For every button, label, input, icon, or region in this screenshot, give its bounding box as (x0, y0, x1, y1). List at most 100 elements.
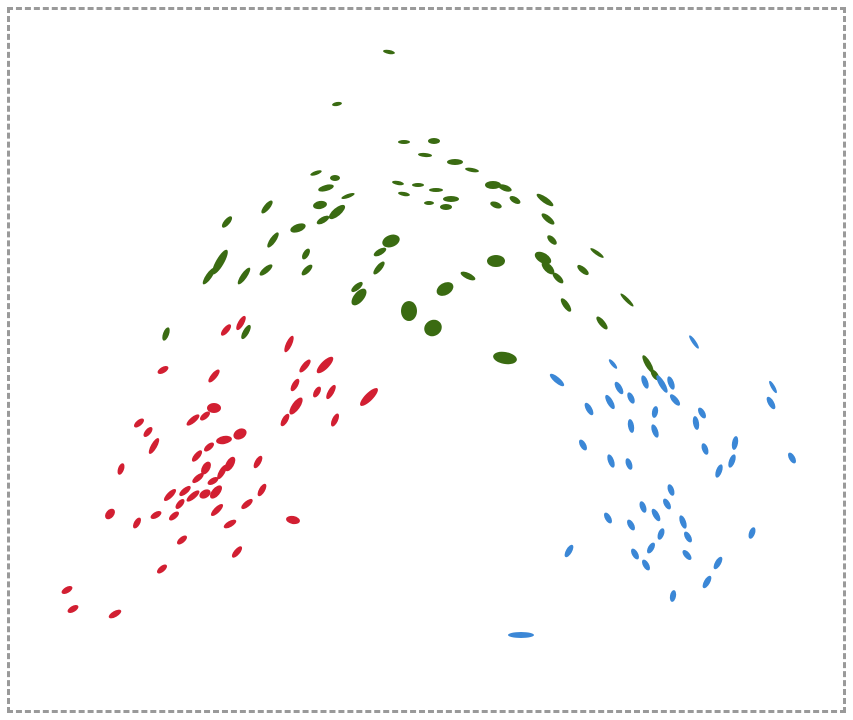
blue-ellipse (657, 528, 665, 540)
blue-ellipse (713, 556, 723, 570)
green-ellipse (162, 327, 170, 341)
blue-ellipse (715, 464, 723, 478)
red-ellipse (217, 464, 227, 480)
red-ellipse (204, 442, 214, 452)
red-ellipse (280, 413, 290, 427)
red-ellipse (133, 517, 141, 529)
red-ellipse (199, 489, 211, 499)
green-ellipse (596, 316, 608, 330)
green-ellipse (259, 264, 273, 276)
blue-ellipse (508, 632, 534, 638)
red-ellipse (150, 511, 162, 519)
red-ellipse (207, 403, 221, 413)
green-ellipse (541, 213, 555, 225)
red-ellipse (257, 483, 267, 497)
red-ellipse (289, 397, 303, 415)
blue-ellipse (608, 359, 618, 369)
red-ellipse (208, 369, 220, 383)
blue-ellipse (639, 501, 647, 513)
blue-ellipse (766, 396, 776, 410)
red-ellipse (231, 546, 243, 558)
blue-ellipse (689, 335, 699, 349)
blue-ellipse (625, 458, 633, 470)
blue-ellipse (667, 376, 675, 390)
red-ellipse (299, 359, 311, 373)
green-ellipse (310, 170, 322, 176)
blue-ellipse (669, 590, 677, 602)
green-ellipse (237, 267, 251, 285)
green-ellipse (560, 298, 572, 312)
green-ellipse (341, 192, 355, 200)
green-ellipse (509, 196, 521, 204)
blue-ellipse (656, 375, 668, 393)
blue-ellipse (642, 559, 650, 571)
green-ellipse (316, 215, 330, 225)
blue-ellipse (564, 544, 574, 558)
red-ellipse (220, 324, 232, 336)
green-ellipse (221, 216, 233, 228)
green-ellipse (382, 234, 400, 248)
red-ellipse (200, 411, 210, 421)
red-ellipse (177, 535, 187, 545)
red-ellipse (253, 455, 263, 469)
green-ellipse (301, 264, 313, 276)
blue-ellipse (748, 527, 756, 539)
green-ellipse (577, 264, 589, 276)
blue-ellipse (651, 406, 659, 418)
red-ellipse (157, 564, 167, 574)
blue-ellipse (627, 392, 635, 404)
green-ellipse (351, 281, 363, 293)
blue-ellipse (651, 424, 659, 438)
red-ellipse (169, 511, 179, 521)
green-ellipse (202, 267, 216, 285)
red-ellipse (316, 356, 334, 374)
blue-ellipse (604, 512, 612, 524)
red-ellipse (61, 586, 73, 594)
red-ellipse (192, 472, 204, 484)
blue-ellipse (682, 550, 692, 560)
green-ellipse (290, 223, 306, 233)
green-ellipse (302, 248, 310, 260)
blue-ellipse (641, 375, 649, 389)
red-ellipse (224, 456, 236, 472)
blue-ellipse (728, 454, 736, 468)
blue-ellipse (605, 394, 615, 410)
red-ellipse (223, 519, 237, 529)
green-ellipse (428, 138, 440, 144)
green-ellipse (541, 261, 555, 275)
blue-cluster (508, 335, 796, 638)
red-ellipse (330, 413, 340, 427)
green-ellipse (552, 272, 564, 284)
green-ellipse (460, 271, 476, 281)
red-ellipse (191, 450, 203, 462)
green-ellipse (418, 152, 432, 158)
blue-ellipse (702, 575, 712, 589)
red-ellipse (233, 428, 247, 440)
green-ellipse (328, 204, 346, 220)
green-cluster (162, 49, 660, 381)
green-ellipse (241, 324, 251, 340)
red-ellipse (134, 418, 144, 428)
green-ellipse (412, 183, 424, 187)
green-ellipse (440, 204, 452, 210)
green-ellipse (590, 248, 604, 258)
green-ellipse (212, 249, 228, 275)
blue-ellipse (669, 394, 681, 406)
red-ellipse (360, 388, 378, 406)
green-ellipse (620, 293, 634, 307)
red-ellipse (326, 384, 336, 400)
green-ellipse (330, 175, 340, 181)
blue-ellipse (698, 407, 706, 419)
green-ellipse (398, 140, 410, 144)
blue-ellipse (631, 548, 639, 560)
red-ellipse (157, 366, 169, 374)
green-ellipse (547, 235, 557, 245)
green-ellipse (424, 319, 442, 337)
red-ellipse (210, 485, 222, 499)
green-ellipse (465, 167, 479, 173)
blue-ellipse (647, 542, 655, 554)
red-ellipse (236, 315, 246, 331)
red-ellipse (175, 499, 185, 509)
red-ellipse (313, 386, 321, 398)
